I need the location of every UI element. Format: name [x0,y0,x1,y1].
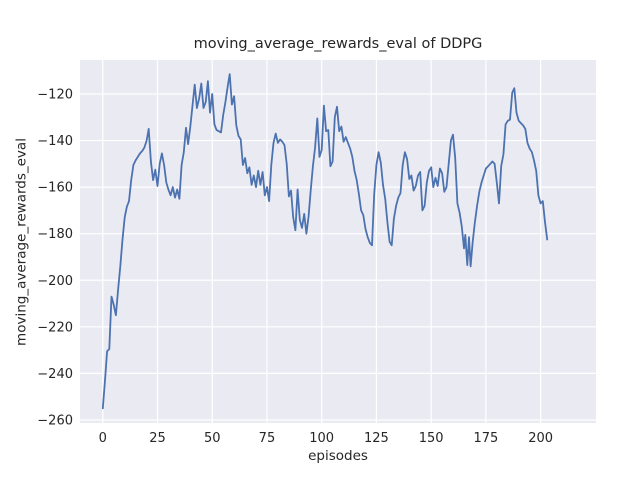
x-tick-label: 175 [473,431,498,446]
gridlines [80,60,596,423]
x-tick-label: 0 [99,431,107,446]
x-tick-label: 200 [528,431,553,446]
series-line [101,73,549,410]
y-tick-label: −260 [37,413,73,428]
y-tick-label: −180 [37,227,73,242]
chart-title: moving_average_rewards_eval of DDPG [193,36,483,52]
x-tick-labels: 0 25 50 75 100 125 150 175 200 [99,431,553,446]
y-axis-label: moving_average_rewards_eval [13,138,30,346]
y-tick-label: −160 [37,181,73,196]
x-tick-label: 100 [309,431,334,446]
x-tick-label: 25 [149,431,166,446]
x-tick-label: 50 [204,431,221,446]
y-tick-label: −240 [37,367,73,382]
x-tick-label: 150 [419,431,444,446]
y-tick-labels: −120 −140 −160 −180 −200 −220 −240 −260 [37,87,73,428]
y-tick-label: −140 [37,134,73,149]
x-tick-label: 125 [364,431,389,446]
y-tick-label: −200 [37,274,73,289]
x-tick-label: 75 [259,431,276,446]
x-axis-label: episodes [308,448,368,464]
y-tick-label: −120 [37,87,73,102]
y-tick-label: −220 [37,320,73,335]
line-series [101,73,549,410]
